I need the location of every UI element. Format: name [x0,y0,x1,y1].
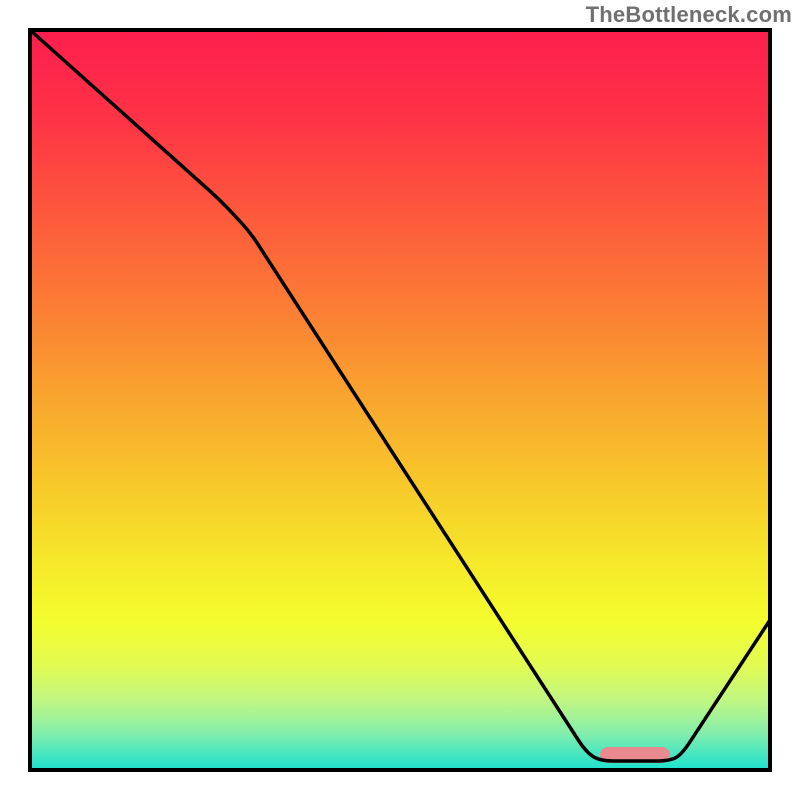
chart-container: TheBottleneck.com [0,0,800,800]
plot-background [30,30,770,770]
watermark-text: TheBottleneck.com [586,2,792,28]
bottleneck-chart [0,0,800,800]
